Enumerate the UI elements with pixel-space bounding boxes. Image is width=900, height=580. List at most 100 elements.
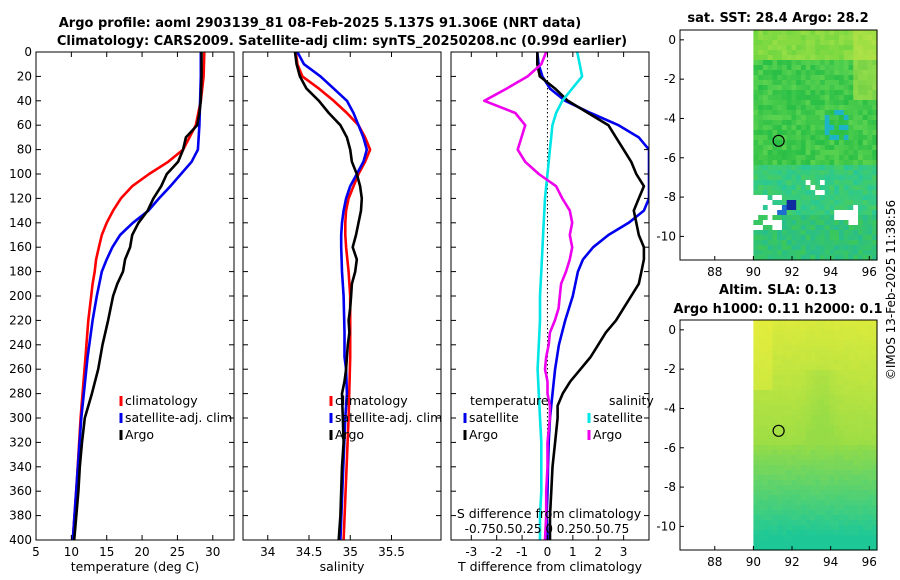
sla-map-cell	[834, 320, 840, 326]
sst-map-cell	[777, 50, 783, 56]
sla-map-cell	[872, 440, 878, 446]
sla-map-cell	[815, 510, 821, 516]
sla-map-cell	[772, 400, 778, 406]
sla-map-cell	[781, 415, 788, 421]
sla-map-cell	[848, 510, 854, 516]
sla-map-cell	[796, 340, 802, 346]
sla-map-cell	[843, 410, 850, 416]
sla-map-cell	[843, 365, 850, 371]
sst-map-cell	[815, 180, 821, 186]
sla-map-cell	[767, 540, 773, 546]
sst-map-cell	[810, 110, 816, 116]
sla-map-cell	[796, 520, 802, 526]
sst-map-cell	[781, 200, 788, 206]
sst-map-cell	[786, 75, 793, 81]
sla-map-cell	[843, 525, 850, 531]
sla-map-cell	[810, 515, 816, 521]
sst-map-cell	[758, 205, 764, 211]
sst-map-cell	[805, 30, 812, 36]
sla-map-cell	[857, 390, 864, 396]
sst-map-cell	[810, 170, 816, 176]
sst-map-cell	[857, 215, 864, 221]
sst-map-cell	[781, 95, 788, 101]
sst-map-cell	[867, 50, 873, 56]
sla-map-cell	[762, 410, 769, 416]
sla-map-cell	[824, 515, 831, 521]
sst-map-cell	[777, 65, 783, 71]
sst-map-cell	[848, 175, 854, 181]
sla-map-cell	[753, 340, 759, 346]
sla-map-cell	[857, 545, 864, 551]
sla-map-cell	[838, 535, 845, 541]
sst-map-cell	[810, 160, 816, 166]
sla-map-cell	[819, 530, 826, 536]
sla-map-cell	[786, 400, 793, 406]
sst-map-cell	[800, 95, 807, 101]
sst-map-cell	[834, 45, 840, 51]
sla-map-cell	[796, 330, 802, 336]
sla-map-cell	[805, 345, 812, 351]
sst-map-cell	[767, 40, 773, 46]
sst-map-cell	[824, 250, 831, 256]
sst-map-cell	[777, 40, 783, 46]
sla-map-cell	[872, 325, 878, 331]
sst-map-cell	[800, 60, 807, 66]
sst-map-cell	[772, 45, 778, 51]
sst-map-cell	[834, 205, 840, 211]
sla-map-cell	[857, 335, 864, 341]
sst-map-cell	[796, 125, 802, 131]
sst-map-cell	[862, 205, 869, 211]
sst-map-cell	[791, 255, 797, 261]
sst-map-cell	[829, 115, 835, 121]
sla-map-cell	[862, 395, 869, 401]
sla-map-cell	[853, 430, 859, 436]
sst-map-cell	[762, 150, 769, 156]
sst-map-cell	[848, 165, 854, 171]
sla-map-cell	[848, 370, 854, 376]
sla-map-cell	[829, 430, 835, 436]
sla-map-cell	[767, 350, 773, 356]
sst-map-cell	[862, 210, 869, 216]
sla-map-cell	[753, 360, 759, 366]
sla-map-cell	[800, 515, 807, 521]
sla-map-cell	[777, 415, 783, 421]
sst-map-cell	[819, 120, 826, 126]
sst-map-cell	[853, 70, 859, 76]
sst-map-cell	[815, 130, 821, 136]
sla-map-cell	[796, 390, 802, 396]
credit-text: ©IMOS 13-Feb-2025 11:38:56	[884, 200, 898, 380]
sla-map-cell	[834, 470, 840, 476]
sla-map-cell	[810, 510, 816, 516]
sla-map-cell	[848, 320, 854, 326]
sla-map-cell	[838, 530, 845, 536]
sla-map-cell	[819, 495, 826, 501]
sla-map-cell	[767, 395, 773, 401]
sst-map-cell	[824, 220, 831, 226]
sst-map-cell	[753, 45, 759, 51]
sst-map-cell	[810, 250, 816, 256]
sst-map-cell	[824, 245, 831, 251]
sst-map-cell	[853, 175, 859, 181]
sst-map-cell	[762, 95, 769, 101]
sst-map-cell	[843, 165, 850, 171]
sst-map-cell	[819, 255, 826, 261]
sst-map-cell	[843, 225, 850, 231]
sla-map-cell	[862, 330, 869, 336]
sst-map-cell	[767, 215, 773, 221]
sst-map-cell	[753, 220, 759, 226]
sst-map-cell	[872, 250, 878, 256]
sst-map-cell	[777, 230, 783, 236]
sla-map-cell	[867, 435, 873, 441]
sst-map-cell	[819, 110, 826, 116]
sla-map-cell	[796, 530, 802, 536]
sst-map-cell	[824, 115, 831, 121]
sst-map-y-tick-label: 0	[668, 33, 676, 47]
sst-map-cell	[805, 190, 812, 196]
sst-map-cell	[791, 85, 797, 91]
sst-map-cell	[767, 235, 773, 241]
sst-map-x-tick-label: 90	[746, 265, 761, 279]
sst-map-cell	[791, 145, 797, 151]
sla-map-cell	[805, 455, 812, 461]
sst-map-cell	[819, 80, 826, 86]
sla-map-cell	[796, 540, 802, 546]
